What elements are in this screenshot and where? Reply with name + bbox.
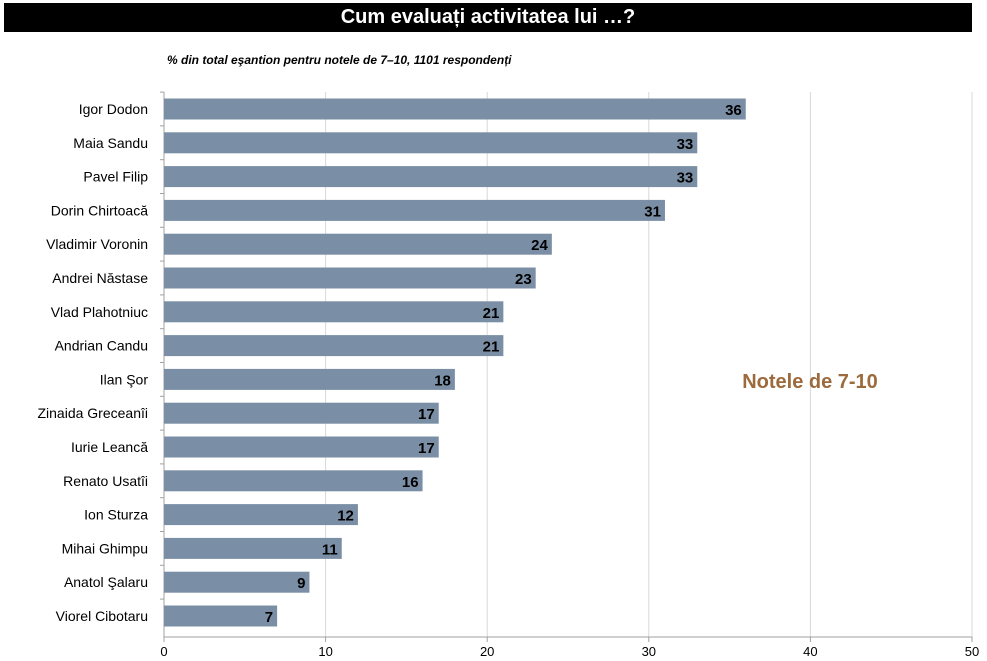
data-label: 33 <box>677 170 694 187</box>
chart-title: Cum evaluați activitatea lui …? <box>340 6 636 28</box>
data-label: 36 <box>725 102 742 119</box>
x-tick-label: 10 <box>318 644 332 659</box>
category-label: Igor Dodon <box>79 101 148 117</box>
data-label: 21 <box>483 339 500 356</box>
category-label: Renato Usatîi <box>63 473 148 489</box>
chart-annotation: Notele de 7-10 <box>742 371 878 393</box>
category-label: Vlad Plahotniuc <box>51 304 148 320</box>
data-label: 9 <box>297 575 305 592</box>
bar <box>164 233 552 255</box>
x-tick-label: 20 <box>480 644 494 659</box>
data-label: 17 <box>418 440 435 457</box>
category-label: Mihai Ghimpu <box>62 540 148 556</box>
category-label: Andrei Năstase <box>52 270 148 286</box>
category-label: Anatol Şalaru <box>64 574 148 590</box>
x-tick-label: 30 <box>642 644 656 659</box>
data-label: 12 <box>337 508 354 525</box>
data-label: 31 <box>644 203 661 220</box>
category-label: Ilan Şor <box>100 371 149 387</box>
data-label: 11 <box>322 541 338 558</box>
bar <box>164 132 698 154</box>
chart-title-bar: Cum evaluați activitatea lui …? <box>4 3 972 32</box>
bar <box>164 98 746 120</box>
category-label: Vladimir Voronin <box>46 236 148 252</box>
category-label: Zinaida Greceanîi <box>37 405 148 421</box>
bar <box>164 368 455 390</box>
data-label: 21 <box>483 305 500 322</box>
x-tick-label: 0 <box>160 644 167 659</box>
bar <box>164 335 504 357</box>
x-tick-label: 50 <box>965 644 979 659</box>
data-label: 24 <box>531 237 548 254</box>
bar <box>164 436 439 458</box>
category-label: Ion Sturza <box>84 507 148 523</box>
category-label: Andrian Candu <box>55 338 148 354</box>
bar <box>164 199 665 221</box>
category-label: Pavel Filip <box>83 169 148 185</box>
data-label: 23 <box>515 271 532 288</box>
bar <box>164 301 504 323</box>
data-label: 18 <box>434 372 451 389</box>
bar <box>164 504 358 526</box>
chart-subtitle: % din total eşantion pentru notele de 7–… <box>167 53 512 67</box>
data-label: 16 <box>402 474 419 491</box>
category-label: Viorel Cibotaru <box>56 608 148 624</box>
bar <box>164 470 423 492</box>
category-label: Dorin Chirtoacă <box>51 202 148 218</box>
category-label: Iurie Leancă <box>71 439 148 455</box>
bar <box>164 267 536 289</box>
data-label: 17 <box>418 406 435 423</box>
bar <box>164 166 698 188</box>
bar <box>164 537 342 559</box>
data-label: 7 <box>265 609 273 626</box>
bar <box>164 402 439 424</box>
bar <box>164 571 310 593</box>
x-tick-label: 40 <box>803 644 817 659</box>
data-label: 33 <box>677 136 694 153</box>
category-label: Maia Sandu <box>73 135 148 151</box>
bar <box>164 605 278 627</box>
